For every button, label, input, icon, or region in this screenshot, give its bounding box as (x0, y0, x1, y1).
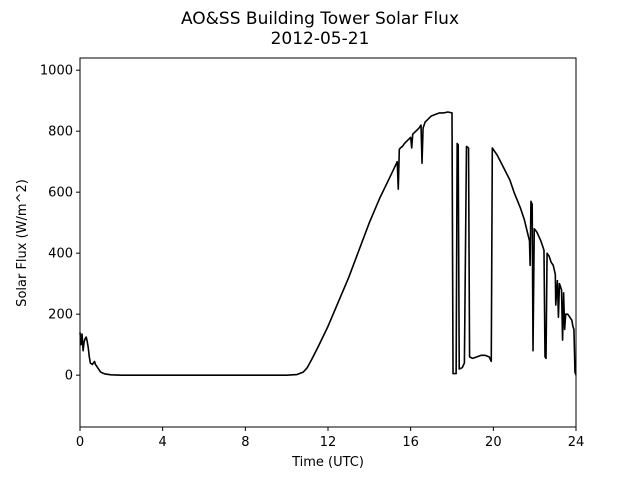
y-tick-label: 1000 (40, 64, 73, 79)
chart-subtitle: 2012-05-21 (271, 29, 370, 49)
chart-title: AO&SS Building Tower Solar Flux (181, 9, 459, 29)
y-tick-label: 0 (65, 369, 73, 384)
x-tick-label: 12 (320, 435, 337, 450)
y-tick-label: 400 (48, 247, 73, 262)
y-tick-label: 200 (48, 308, 73, 323)
series-line (79, 111, 577, 376)
x-axis-label: Time (UTC) (291, 455, 364, 470)
y-axis-ticks: 0 200 400 600 800 1000 (40, 64, 80, 384)
y-tick-label: 800 (48, 125, 73, 140)
x-axis-ticks: 0 4 8 12 16 20 24 (76, 427, 584, 450)
y-axis-label: Solar Flux (W/m^2) (15, 179, 30, 307)
x-tick-label: 4 (159, 435, 167, 450)
x-tick-label: 16 (402, 435, 419, 450)
y-tick-label: 600 (48, 186, 73, 201)
x-tick-label: 24 (568, 435, 585, 450)
plot-frame (79, 57, 577, 428)
x-tick-label: 20 (485, 435, 502, 450)
x-tick-label: 8 (241, 435, 249, 450)
x-tick-label: 0 (76, 435, 84, 450)
